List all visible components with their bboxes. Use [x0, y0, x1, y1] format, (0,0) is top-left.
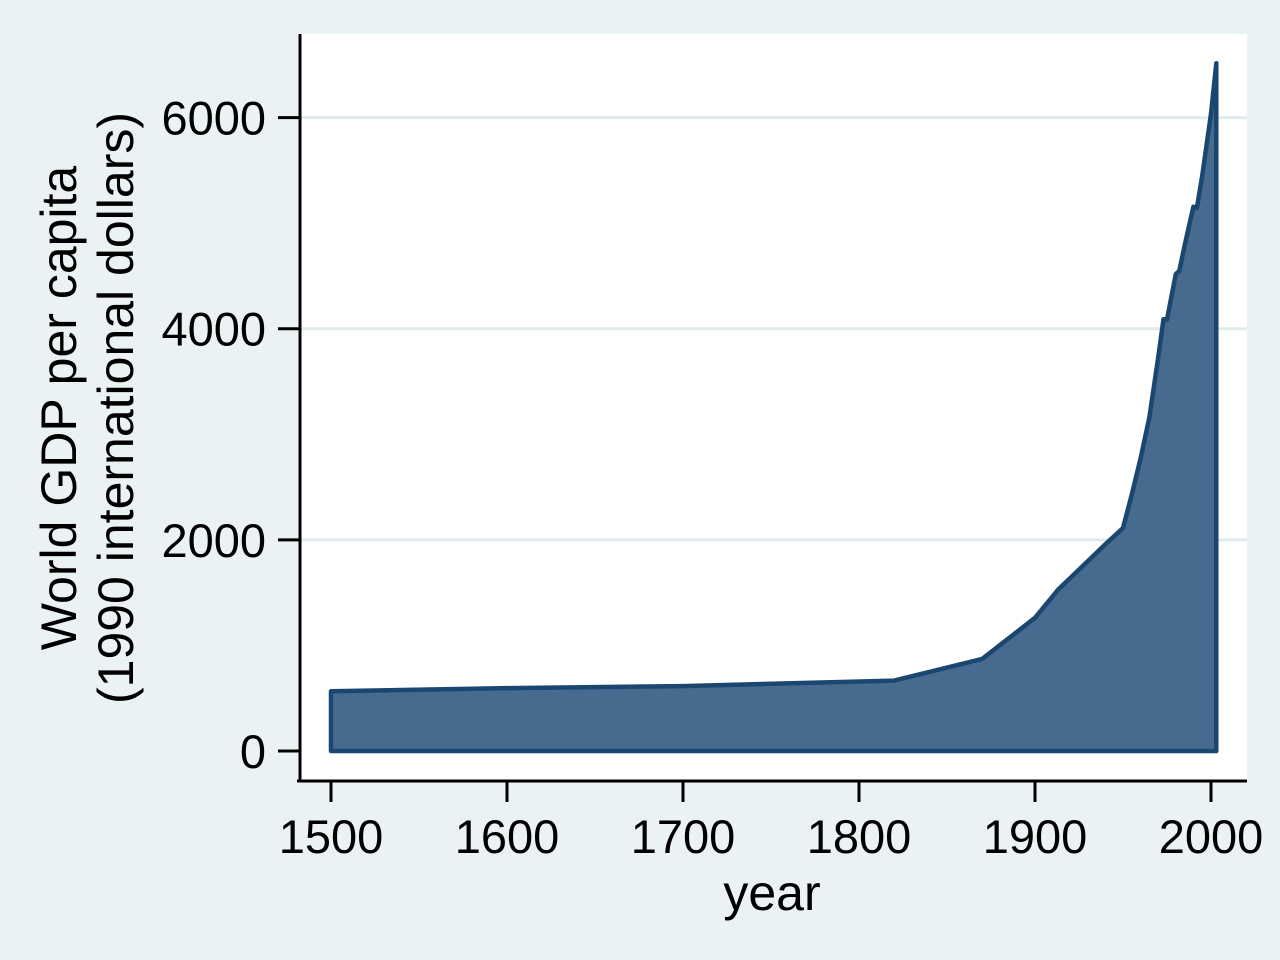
x-axis-title: year	[723, 865, 820, 921]
y-axis-title-line-2: (1990 international dollars)	[88, 112, 144, 704]
x-tick-label-1500: 1500	[279, 810, 384, 863]
y-axis-ticks: 0 2000 4000 6000	[161, 92, 299, 778]
x-axis-ticks: 1500 1600 1700 1800 1900 2000	[279, 781, 1264, 863]
x-tick-label-1800: 1800	[807, 810, 912, 863]
gdp-area-series	[328, 60, 1219, 754]
y-axis-title-line-1: World GDP per capita	[31, 166, 87, 651]
y-tick-label-0: 0	[240, 725, 266, 778]
x-tick-label-2000: 2000	[1159, 810, 1264, 863]
gridlines	[300, 116, 1247, 542]
x-tick-label-1600: 1600	[455, 810, 560, 863]
y-tick-label-2000: 2000	[161, 514, 266, 567]
y-tick-label-6000: 6000	[161, 92, 266, 145]
x-tick-label-1900: 1900	[983, 810, 1088, 863]
x-tick-label-1700: 1700	[631, 810, 736, 863]
y-tick-label-4000: 4000	[161, 303, 266, 356]
